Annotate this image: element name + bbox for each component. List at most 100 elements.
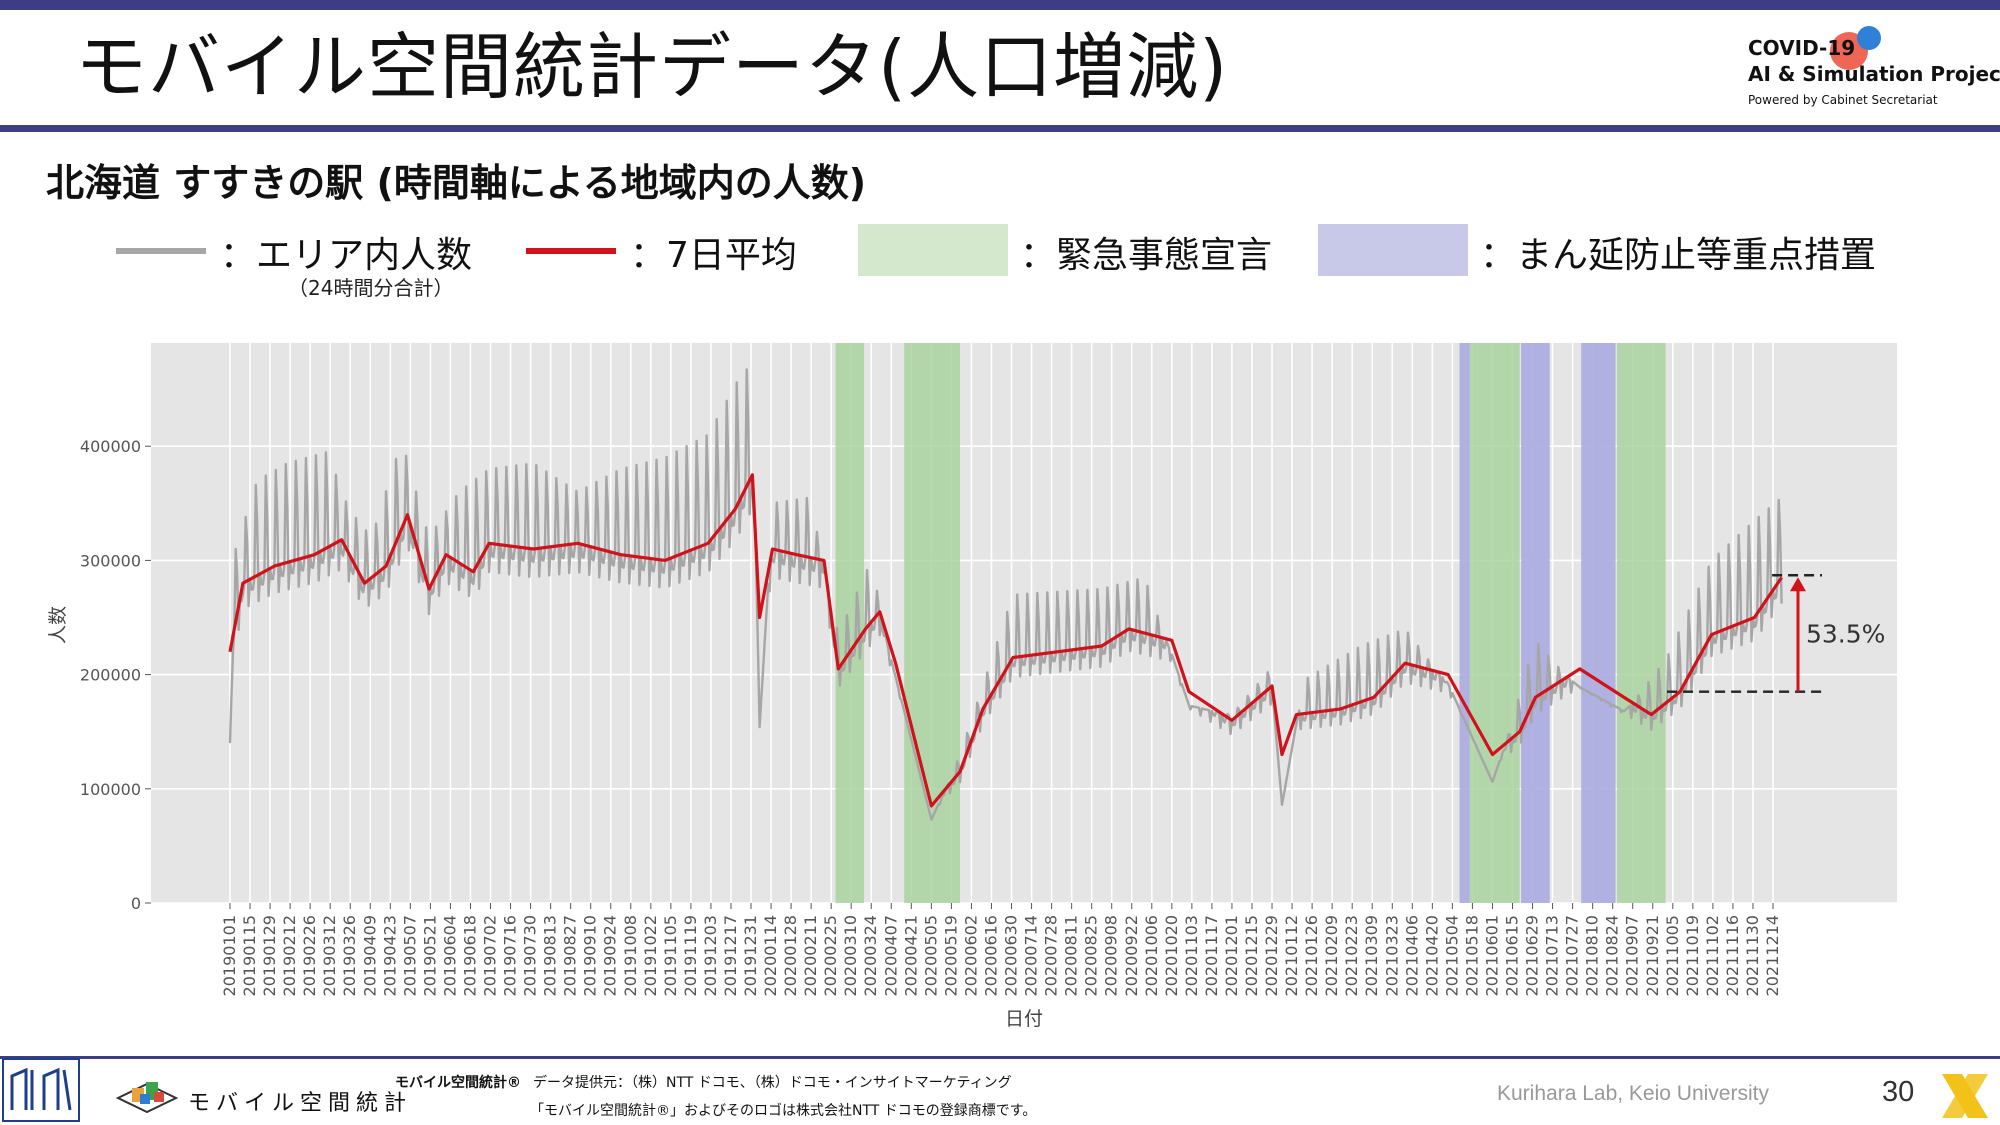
x-tick-label: 20201006	[1142, 915, 1161, 996]
x-tick-label: 20190312	[320, 915, 339, 996]
x-tick-label: 20200421	[901, 915, 920, 996]
x-tick-label: 20200128	[781, 915, 800, 996]
x-brand-mark-icon	[1942, 1074, 1988, 1118]
x-tick-label: 20210406	[1402, 915, 1421, 996]
x-tick-label: 20200310	[841, 915, 860, 996]
x-tick-label: 20210420	[1422, 915, 1441, 996]
legend-emergency-swatch	[858, 224, 1008, 276]
x-tick-label: 20200114	[761, 915, 780, 996]
x-tick-label: 20190212	[280, 915, 299, 996]
x-tick-label: 20200630	[1002, 915, 1021, 996]
legend-raw-label: ：エリア内人数	[220, 235, 473, 276]
x-tick-label: 20200908	[1102, 915, 1121, 996]
x-tick-label: 20191203	[701, 915, 720, 996]
logo-line-2: AI & Simulation Project	[1748, 62, 2000, 86]
x-tick-label: 20191008	[621, 915, 640, 996]
x-tick-label: 20211005	[1663, 915, 1682, 996]
x-tick-label: 20210223	[1342, 915, 1361, 996]
x-tick-label: 20210713	[1543, 915, 1562, 996]
annotation-percent: 53.5%	[1806, 619, 1885, 648]
x-tick-label: 20211019	[1683, 915, 1702, 996]
x-tick-label: 20191105	[661, 915, 680, 996]
x-tick-label: 20201103	[1182, 915, 1201, 996]
x-tick-label: 20190813	[541, 915, 560, 996]
emergency-band	[1469, 343, 1520, 903]
page-number: 30	[1882, 1076, 1915, 1108]
priority-band	[1459, 343, 1470, 903]
logo-line-3: Powered by Cabinet Secretariat	[1748, 93, 1938, 107]
x-tick-label: 20210112	[1282, 915, 1301, 996]
x-tick-label: 20200519	[941, 915, 960, 996]
x-tick-label: 20211116	[1723, 915, 1742, 996]
x-tick-label: 20200225	[821, 915, 840, 996]
x-tick-label: 20210504	[1442, 915, 1461, 996]
avg-series-line	[228, 473, 1783, 808]
top-accent-bar	[0, 0, 2000, 10]
x-tick-label: 20210323	[1382, 915, 1401, 996]
x-tick-label: 20190409	[360, 915, 379, 996]
x-tick-label: 20211214	[1763, 915, 1782, 996]
x-tick-label: 20190730	[521, 915, 540, 996]
x-tick-label: 20190326	[340, 915, 359, 996]
x-tick-label: 20190702	[481, 915, 500, 996]
legend-emergency-label: ：緊急事態宣言	[1020, 235, 1273, 276]
legend-raw-note: （24時間分合計）	[288, 276, 454, 300]
y-axis: 0 100000 200000 300000 400000	[80, 437, 151, 913]
x-tick-label: 20200728	[1042, 915, 1061, 996]
x-tick-label: 20190115	[240, 915, 259, 996]
x-tick-label: 20200324	[861, 915, 880, 996]
footer-trademark: 「モバイル空間統計®」およびそのロゴは株式会社NTT ドコモの登録商標です。	[530, 1103, 1037, 1119]
x-tick-label: 20210126	[1302, 915, 1321, 996]
x-tick-label: 20211102	[1703, 915, 1722, 996]
x-tick-label: 20190423	[380, 915, 399, 996]
university-emblem-icon	[2, 1058, 80, 1122]
logo-blue-dot-icon	[1857, 26, 1881, 50]
logo-line-1: COVID-19	[1748, 36, 1856, 60]
x-tick-label: 20201229	[1262, 915, 1281, 996]
x-tick-label: 20190924	[601, 915, 620, 996]
avg-series-group	[228, 473, 1783, 808]
x-tick-label: 20210921	[1643, 915, 1662, 996]
slide-title: モバイル空間統計データ(人口増減)	[75, 25, 1229, 109]
x-tick-label: 20190507	[400, 915, 419, 996]
x-tick-label: 20190521	[420, 915, 439, 996]
x-tick-label: 20210309	[1362, 915, 1381, 996]
y-tick-label: 300000	[80, 551, 141, 570]
change-annotation: 53.5%	[1667, 574, 1885, 693]
lab-credit: Kurihara Lab, Keio University	[1497, 1082, 1769, 1105]
footer-brand-name: モバイル空間統計	[188, 1091, 413, 1116]
y-axis-label: 人数	[47, 606, 69, 644]
x-tick-label: 20200505	[921, 915, 940, 996]
x-tick-label: 20210601	[1482, 915, 1501, 996]
priority-band	[1581, 343, 1616, 903]
x-tick-label: 20191022	[641, 915, 660, 996]
emergency-band	[904, 343, 960, 903]
x-tick-label: 20211130	[1743, 915, 1762, 996]
x-tick-label: 20210907	[1623, 915, 1642, 996]
chart-subtitle: 北海道 すすきの駅 (時間軸による地域内の人数)	[46, 161, 867, 205]
legend-priority-swatch	[1318, 224, 1468, 276]
x-tick-label: 20210518	[1462, 915, 1481, 996]
x-tick-label: 20200602	[961, 915, 980, 996]
x-tick-label: 20201117	[1202, 915, 1221, 996]
x-axis-label: 日付	[1005, 1008, 1043, 1030]
x-tick-label: 20201215	[1242, 915, 1261, 996]
x-axis: 20190101 20190115 20190129 20190212 20190226…	[220, 903, 1782, 996]
title-divider	[0, 125, 2000, 132]
footer-brand-small: モバイル空間統計®	[395, 1075, 521, 1091]
x-tick-label: 20210629	[1523, 915, 1542, 996]
x-tick-label: 20191217	[721, 915, 740, 996]
x-tick-label: 20190101	[220, 915, 239, 996]
x-tick-label: 20191119	[681, 915, 700, 996]
legend-avg-label: ：7日平均	[630, 235, 797, 276]
x-tick-label: 20200616	[981, 915, 1000, 996]
x-tick-label: 20210810	[1583, 915, 1602, 996]
x-tick-label: 20190604	[440, 915, 459, 996]
x-tick-label: 20190226	[300, 915, 319, 996]
x-tick-label: 20191231	[741, 915, 760, 996]
legend-avg-swatch	[526, 248, 616, 254]
annotation-arrowhead-icon	[1790, 577, 1806, 592]
legend-priority-label: ：まん延防止等重点措置	[1480, 235, 1877, 276]
emergency-band	[1616, 343, 1666, 903]
